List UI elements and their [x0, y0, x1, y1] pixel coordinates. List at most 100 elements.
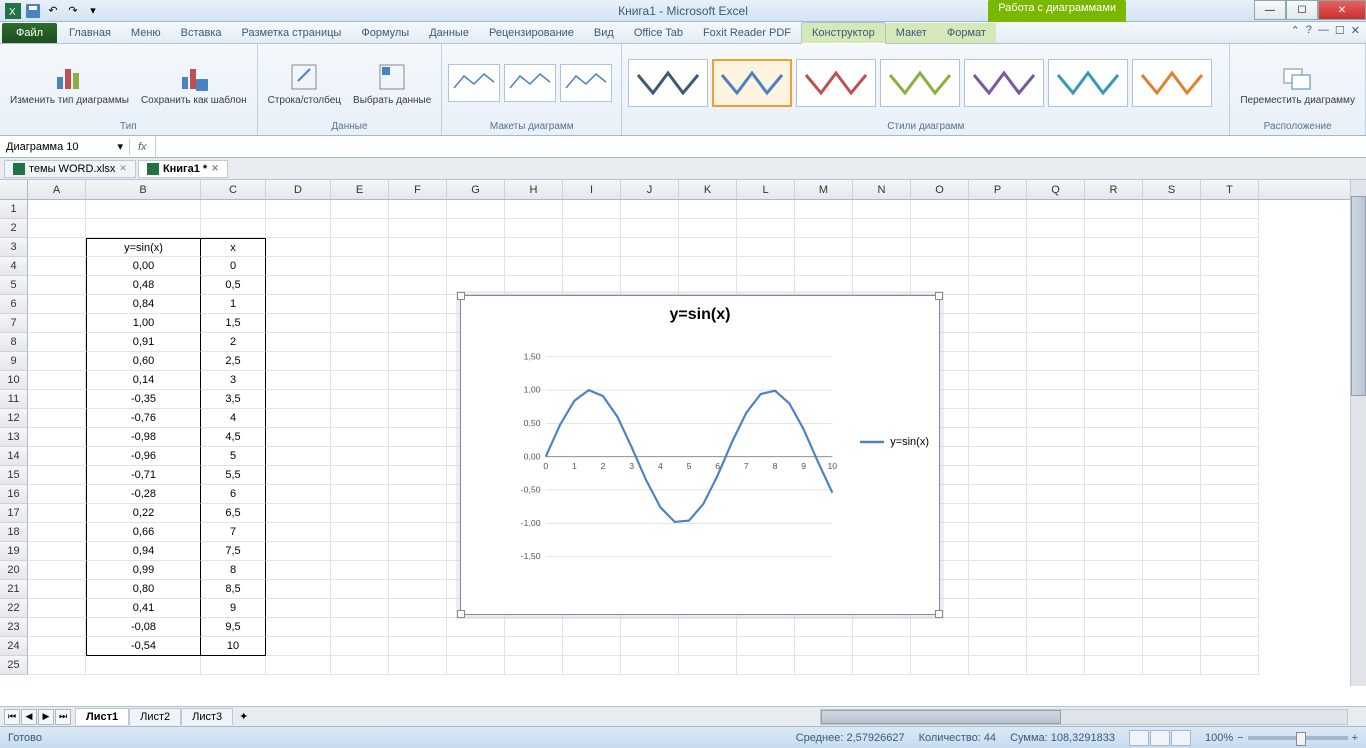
cell[interactable]	[266, 656, 331, 675]
cell[interactable]	[1143, 466, 1201, 485]
cell[interactable]	[389, 485, 447, 504]
cell[interactable]	[1201, 447, 1259, 466]
cell[interactable]: 8	[201, 561, 266, 580]
cell[interactable]: -0,08	[86, 618, 201, 637]
cell[interactable]: 1,00	[86, 314, 201, 333]
cell[interactable]: 9,5	[201, 618, 266, 637]
cell[interactable]	[969, 409, 1027, 428]
cell[interactable]	[505, 238, 563, 257]
row-header[interactable]: 16	[0, 485, 28, 504]
cell[interactable]	[969, 542, 1027, 561]
cell[interactable]	[1143, 352, 1201, 371]
cell[interactable]	[621, 276, 679, 295]
cell[interactable]	[389, 200, 447, 219]
zoom-out-button[interactable]: −	[1237, 732, 1243, 744]
cell[interactable]	[447, 200, 505, 219]
cell[interactable]: -0,54	[86, 637, 201, 656]
cell[interactable]	[1201, 504, 1259, 523]
cell[interactable]	[447, 276, 505, 295]
cell[interactable]	[1027, 257, 1085, 276]
cell[interactable]	[1143, 542, 1201, 561]
cell[interactable]	[1027, 580, 1085, 599]
cell[interactable]	[1201, 257, 1259, 276]
cell[interactable]	[389, 295, 447, 314]
cell[interactable]: 10	[201, 637, 266, 656]
switch-row-col-button[interactable]: Строка/столбец	[264, 59, 345, 108]
cell[interactable]	[1027, 390, 1085, 409]
cell[interactable]	[1143, 504, 1201, 523]
cell[interactable]	[1027, 428, 1085, 447]
cell[interactable]	[331, 333, 389, 352]
chart-handle[interactable]	[457, 292, 465, 300]
row-header[interactable]: 17	[0, 504, 28, 523]
cell[interactable]	[969, 580, 1027, 599]
cell[interactable]: 0,14	[86, 371, 201, 390]
cell[interactable]	[505, 257, 563, 276]
cell[interactable]	[389, 580, 447, 599]
cell[interactable]	[1201, 200, 1259, 219]
cell[interactable]	[201, 200, 266, 219]
cell[interactable]	[795, 656, 853, 675]
cell[interactable]: 2	[201, 333, 266, 352]
cell[interactable]	[331, 561, 389, 580]
cell[interactable]	[1085, 295, 1143, 314]
cell[interactable]	[621, 656, 679, 675]
cell[interactable]	[1085, 656, 1143, 675]
cell[interactable]	[563, 219, 621, 238]
cell[interactable]	[86, 219, 201, 238]
cell[interactable]	[1027, 219, 1085, 238]
cell[interactable]	[679, 276, 737, 295]
cell[interactable]	[969, 618, 1027, 637]
ribbon-minimize-icon[interactable]: ⌃	[1291, 24, 1300, 37]
cell[interactable]	[331, 656, 389, 675]
cell[interactable]	[1143, 238, 1201, 257]
cell[interactable]	[389, 637, 447, 656]
view-normal-button[interactable]	[1129, 730, 1149, 746]
cell[interactable]	[28, 276, 86, 295]
cell[interactable]	[563, 637, 621, 656]
cell[interactable]	[266, 561, 331, 580]
cell[interactable]	[679, 238, 737, 257]
cell[interactable]	[969, 637, 1027, 656]
cell[interactable]	[1027, 485, 1085, 504]
cell[interactable]: -0,28	[86, 485, 201, 504]
close-button[interactable]: ✕	[1318, 0, 1366, 20]
cell[interactable]: 4,5	[201, 428, 266, 447]
cell[interactable]	[331, 219, 389, 238]
row-header[interactable]: 7	[0, 314, 28, 333]
cell[interactable]	[1201, 523, 1259, 542]
cell[interactable]	[389, 599, 447, 618]
row-header[interactable]: 4	[0, 257, 28, 276]
cell[interactable]	[737, 200, 795, 219]
cell[interactable]: 4	[201, 409, 266, 428]
cell[interactable]	[1201, 561, 1259, 580]
row-header[interactable]: 11	[0, 390, 28, 409]
cell[interactable]	[266, 352, 331, 371]
cell[interactable]	[969, 561, 1027, 580]
cell[interactable]	[621, 618, 679, 637]
ribbon-tab[interactable]: Данные	[419, 23, 479, 43]
cell[interactable]	[1085, 466, 1143, 485]
cell[interactable]: 2,5	[201, 352, 266, 371]
cell[interactable]	[1143, 618, 1201, 637]
cell[interactable]	[28, 428, 86, 447]
cell[interactable]	[1143, 447, 1201, 466]
cell[interactable]	[331, 580, 389, 599]
cell[interactable]: 9	[201, 599, 266, 618]
cell[interactable]	[969, 447, 1027, 466]
cell[interactable]	[795, 276, 853, 295]
zoom-level[interactable]: 100%	[1205, 732, 1233, 744]
cell[interactable]	[795, 257, 853, 276]
workbook-tab[interactable]: темы WORD.xlsx✕	[4, 160, 136, 178]
cell[interactable]	[28, 523, 86, 542]
row-header[interactable]: 25	[0, 656, 28, 675]
cell[interactable]	[679, 257, 737, 276]
cell[interactable]	[1027, 523, 1085, 542]
cell[interactable]	[266, 200, 331, 219]
cell[interactable]	[1085, 580, 1143, 599]
cell[interactable]	[795, 238, 853, 257]
cell[interactable]	[853, 219, 911, 238]
view-page-layout-button[interactable]	[1150, 730, 1170, 746]
cell[interactable]: y=sin(x)	[86, 238, 201, 257]
cell[interactable]	[28, 390, 86, 409]
